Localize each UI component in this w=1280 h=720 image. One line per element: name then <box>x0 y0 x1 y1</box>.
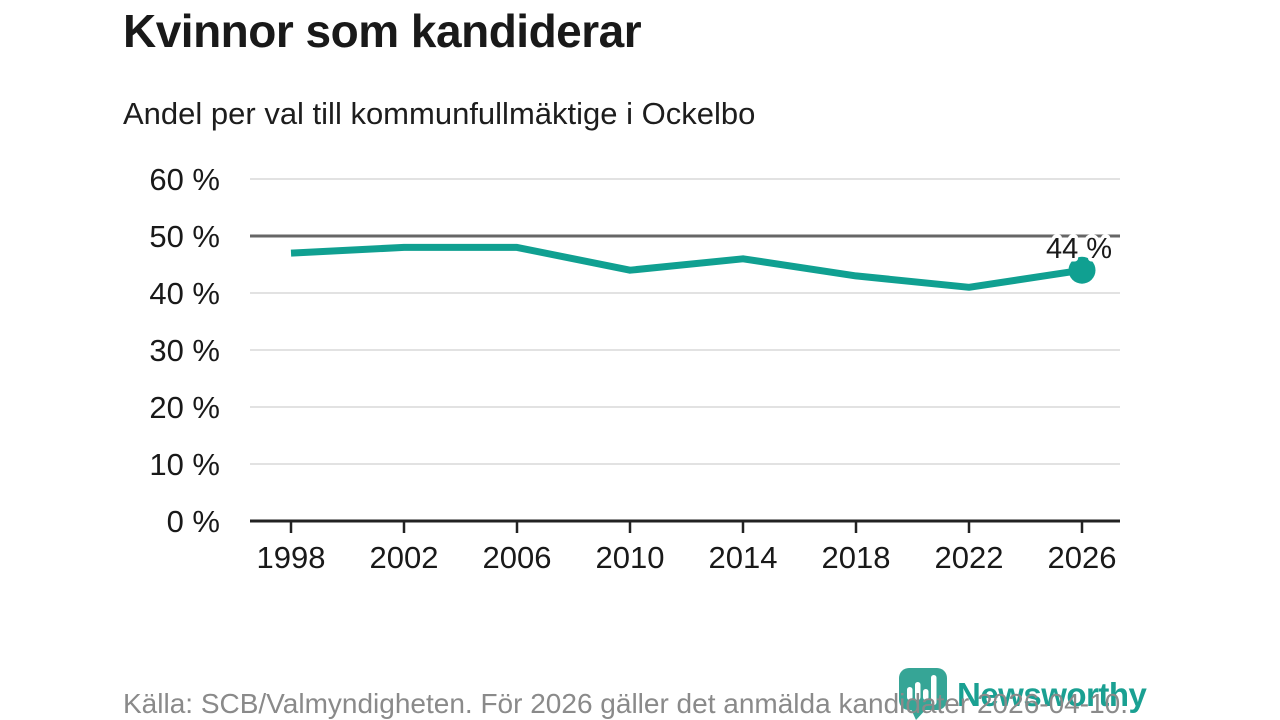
y-tick-label: 20 % <box>149 390 220 425</box>
end-point-value-label: 44 % <box>1046 233 1112 265</box>
y-tick-label: 0 % <box>167 504 220 539</box>
chart-subtitle: Andel per val till kommunfullmäktige i O… <box>123 96 756 131</box>
x-tick-label: 2002 <box>370 540 439 575</box>
y-tick-label: 60 % <box>149 162 220 197</box>
x-tick-label: 2018 <box>822 540 891 575</box>
page-title: Kvinnor som kandiderar <box>123 5 642 57</box>
x-tick-label: 2010 <box>596 540 665 575</box>
x-tick-label: 2026 <box>1048 540 1117 575</box>
y-tick-label: 50 % <box>149 219 220 254</box>
x-tick-label: 2014 <box>709 540 778 575</box>
x-tick-label: 1998 <box>257 540 326 575</box>
source-note: Källa: SCB/Valmyndigheten. För 2026 gäll… <box>123 688 1128 719</box>
line-chart: 0 % 10 % 20 % 30 % 40 % 50 % 60 % 1998 2002 2006 2… <box>149 162 1120 575</box>
y-tick-label: 10 % <box>149 447 220 482</box>
x-tick-label: 2006 <box>483 540 552 575</box>
newsworthy-logo: Newsworthy <box>898 667 1147 720</box>
end-point-marker <box>1068 256 1096 284</box>
data-line <box>290 243 1083 291</box>
x-tick-label: 2022 <box>935 540 1004 575</box>
newsworthy-logo-text: Newsworthy <box>957 676 1147 713</box>
newsworthy-logo-icon <box>899 668 947 720</box>
y-tick-label: 30 % <box>149 333 220 368</box>
y-tick-label: 40 % <box>149 276 220 311</box>
